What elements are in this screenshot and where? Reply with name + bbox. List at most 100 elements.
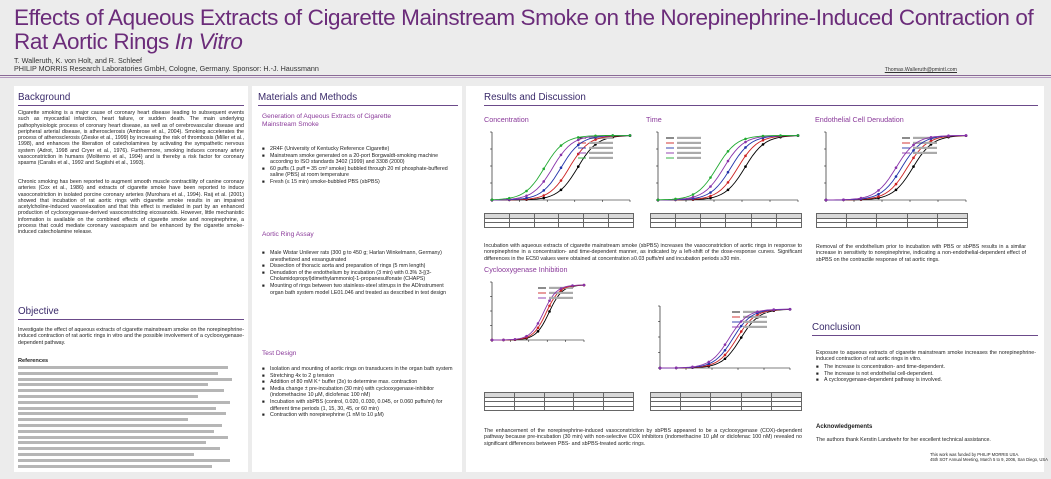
table-cell [846,222,878,228]
title-main: Effects of Aqueous Extracts of Cigarette… [14,5,1034,54]
table-cell [649,222,677,228]
cox-heading: Cyclooxygenase Inhibition [484,265,568,274]
data-point [761,134,765,138]
time-table [649,213,803,228]
concentration-heading: Concentration [484,115,529,124]
test-design-item: Addition of 80 mM K⁺ buffer (3x) to dete… [262,379,454,386]
data-point [559,287,563,290]
legend-label-placeholder [589,156,613,159]
data-point [709,194,712,198]
data-point [912,156,915,160]
table-cell [603,405,634,411]
header-rule-secondary [0,77,1051,78]
data-point [756,310,759,313]
affiliation: PHILIP MORRIS Research Laboratories GmbH… [14,64,319,74]
table-cell [533,222,560,228]
table-cell [573,405,605,411]
data-point [744,165,747,168]
data-point [576,136,580,139]
table-cell [725,222,752,228]
data-point [744,140,747,144]
funding-note: This work was funded by PHILIP MORRIS US… [930,452,1020,457]
data-point [691,365,694,369]
generation-item: 60 puffs (1 puff = 35 cm³ smoke) bubbled… [262,166,454,179]
data-point [739,320,743,323]
data-point [772,308,776,311]
reference-line [18,371,218,375]
data-point [525,196,528,200]
results-heading: Results and Discussion [484,92,586,103]
data-point [723,343,727,346]
table-row [484,392,634,398]
data-point [709,176,712,179]
references-heading: References [18,358,49,364]
data-point [542,194,546,197]
generation-heading: Generation of Aqueous Extracts of Cigare… [262,113,392,128]
data-point [859,196,863,200]
contact-email[interactable]: Thomas.Walleruth@pmintl.com [884,67,957,73]
table-cell [770,405,803,411]
reference-line [18,377,232,381]
table-cell [608,222,634,228]
test-design-item: Media change ± pre-incubation (30 min) w… [262,386,454,399]
legend-label-placeholder [743,320,767,323]
reference-line [18,429,214,433]
data-point [723,353,727,357]
table-row [484,405,634,411]
data-point [912,165,915,168]
data-point [788,307,792,311]
data-point [796,134,800,137]
data-point [536,330,540,333]
reference-line [18,400,230,404]
table-cell [649,405,682,411]
data-point [611,134,615,137]
data-point [723,357,727,361]
data-point [761,143,765,146]
header-rule [0,75,1051,76]
table-cell [513,405,545,411]
table-cell [906,222,938,228]
table-cell [815,222,848,228]
data-point [548,310,551,313]
concentration-chart [490,131,632,202]
data-point [542,167,546,171]
table-row [649,222,803,228]
data-point [674,197,677,201]
data-point [894,188,898,192]
table-cell [680,405,712,411]
test-design-heading: Test Design [262,350,297,357]
reference-line [18,383,208,387]
data-point [548,304,551,308]
data-point [779,134,782,137]
ring-assay-heading: Aortic Ring Assay [262,231,314,238]
test-design-list: Isolation and mounting of aortic rings o… [262,366,454,419]
endothelial-heading: Endothelial Cell Denudation [815,115,904,124]
data-point [877,189,880,192]
data-point [726,170,730,174]
data-point [559,179,563,182]
reference-line [18,389,224,393]
test-design-item: Incubation with sbPBS (control, 0.020, 0… [262,399,454,412]
data-point [739,324,743,328]
data-point [964,134,968,137]
data-point [658,366,662,370]
data-point [912,149,915,152]
ring-assay-item: Mounting of rings between two stainless-… [262,283,454,296]
conclusion-item: The increase is not endothelial cell-dep… [816,371,1036,378]
data-point [542,196,546,200]
authors-block: T. Walleruth, K. von Holt, and R. Schlee… [14,56,319,74]
reference-line [18,464,212,468]
table-cell [543,405,575,411]
table-cell [484,222,510,228]
reference-line [18,406,216,410]
legend-label-placeholder [677,136,701,139]
time-heading: Time [646,115,662,124]
data-point [761,138,765,142]
data-point [756,313,759,317]
data-point [525,334,528,338]
generation-item: Mainstream smoke generated on a 20-port … [262,153,454,166]
data-point [709,196,712,200]
reference-line [18,366,228,369]
cox-table-diclofenac [649,392,803,411]
